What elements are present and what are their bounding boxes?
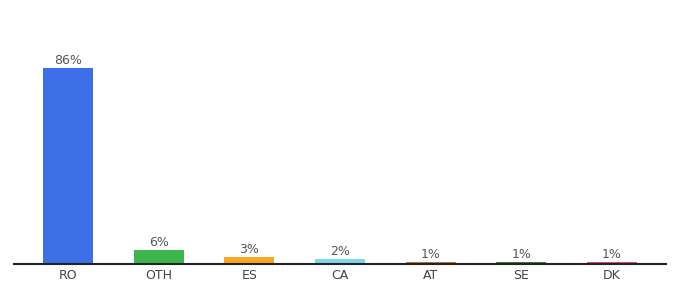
Text: 1%: 1% [602, 248, 622, 261]
Bar [496, 262, 546, 264]
Bar [224, 257, 274, 264]
Text: 6%: 6% [149, 236, 169, 249]
Bar [587, 262, 637, 264]
Bar [406, 262, 456, 264]
Text: 2%: 2% [330, 245, 350, 258]
Text: 1%: 1% [511, 248, 531, 261]
Text: 1%: 1% [421, 248, 441, 261]
Bar [43, 68, 93, 264]
Bar [134, 250, 184, 264]
Text: 3%: 3% [239, 243, 259, 256]
Bar [315, 260, 365, 264]
Text: 86%: 86% [54, 54, 82, 67]
